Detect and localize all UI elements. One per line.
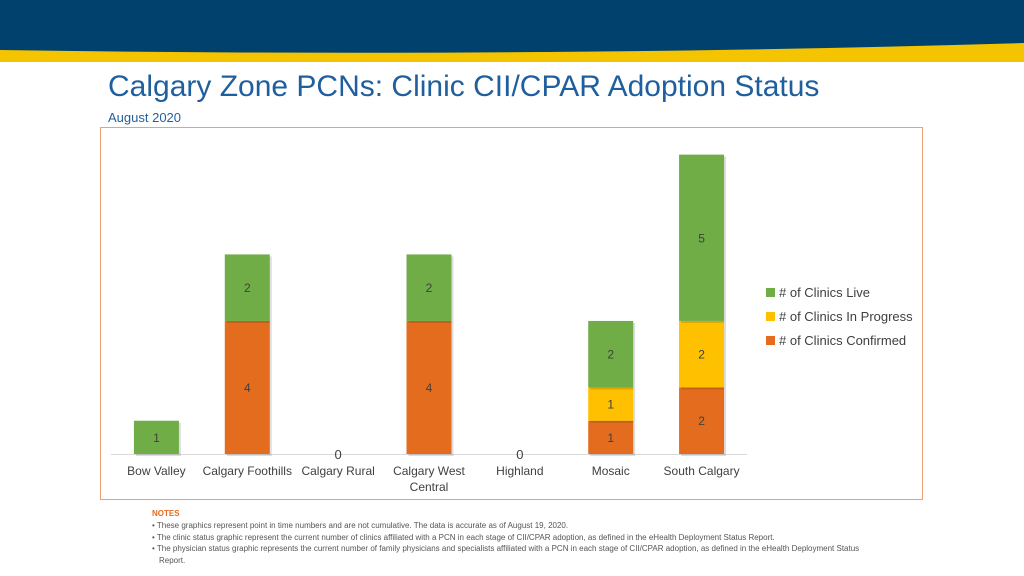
legend-label-confirmed: # of Clinics Confirmed: [779, 332, 907, 348]
legend-label-in-progress: # of Clinics In Progress: [779, 308, 913, 324]
page-subtitle: August 2020: [108, 110, 182, 125]
note-item: • The physician status graphic represent…: [152, 544, 860, 566]
notes-section: NOTES • These graphics represent point i…: [152, 508, 872, 567]
legend-item-confirmed: # of Clinics Confirmed: [766, 328, 913, 352]
chart-legend: # of Clinics Live # of Clinics In Progre…: [766, 280, 913, 352]
legend-swatch-confirmed: [766, 335, 775, 345]
legend-item-in-progress: # of Clinics In Progress: [766, 304, 913, 328]
notes-title: NOTES: [152, 509, 180, 518]
note-item: • These graphics represent point in time…: [152, 520, 569, 530]
header-band: [0, 0, 1024, 62]
legend-label-live: # of Clinics Live: [779, 284, 871, 300]
chart-frame: [100, 127, 923, 500]
header-band-navy: [0, 0, 1024, 53]
page-title: Calgary Zone PCNs: Clinic CII/CPAR Adopt…: [108, 70, 820, 103]
legend-swatch-in-progress: [766, 311, 775, 321]
legend-item-live: # of Clinics Live: [766, 280, 913, 304]
note-item: • The clinic status graphic represent th…: [152, 532, 775, 542]
legend-swatch-live: [766, 287, 775, 297]
